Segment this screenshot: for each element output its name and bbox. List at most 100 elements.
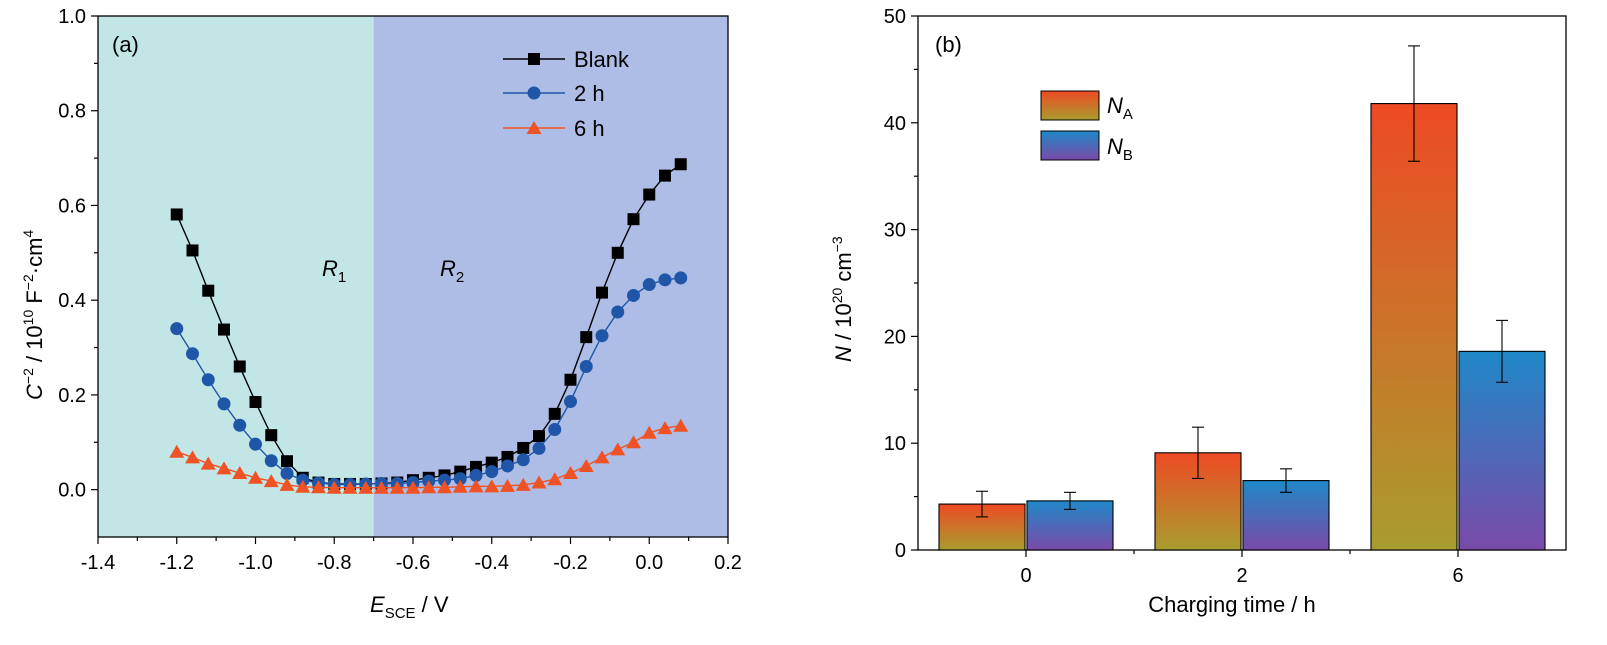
data-point bbox=[501, 459, 514, 473]
data-point bbox=[265, 429, 278, 442]
svg-text:NB: NB bbox=[1107, 134, 1133, 164]
chart-b: 0 10 20 30 40 50 0 2 6 (b) NA NB Charging time … bbox=[829, 6, 1567, 617]
x-tick-label-a: 0.0 bbox=[635, 552, 663, 574]
y-tick-label-b: 40 bbox=[884, 113, 906, 135]
y-axis-label-a: C−2 / 1010 F−2·cm4 bbox=[20, 230, 47, 400]
x-axis-label-b: Charging time / h bbox=[1148, 592, 1316, 617]
data-point bbox=[326, 480, 342, 494]
data-point bbox=[280, 467, 294, 481]
y-tick-label-b: 20 bbox=[884, 326, 906, 348]
data-point bbox=[438, 473, 451, 487]
legend-item-blank: Blank bbox=[503, 47, 630, 72]
data-point bbox=[659, 169, 671, 182]
data-point bbox=[264, 454, 278, 468]
data-point bbox=[249, 396, 262, 409]
data-point bbox=[642, 278, 656, 292]
data-point bbox=[548, 407, 561, 420]
region-label-r2: R2 bbox=[440, 256, 464, 286]
data-point bbox=[217, 397, 231, 411]
y-tick-label-a: 0.2 bbox=[58, 385, 86, 407]
data-point bbox=[200, 456, 216, 470]
data-point bbox=[452, 479, 468, 493]
data-point bbox=[186, 244, 199, 257]
region-1 bbox=[98, 16, 374, 537]
data-point bbox=[248, 470, 263, 484]
x-tick-label-a: -0.4 bbox=[475, 552, 509, 574]
data-point bbox=[232, 466, 248, 480]
data-point bbox=[485, 456, 498, 469]
data-point bbox=[564, 395, 577, 409]
legend-item-na: NA bbox=[1040, 90, 1133, 123]
data-point bbox=[611, 246, 624, 259]
data-point bbox=[548, 422, 562, 436]
data-point bbox=[295, 479, 311, 493]
data-point bbox=[627, 213, 640, 226]
data-point bbox=[674, 271, 688, 285]
data-point bbox=[437, 480, 452, 494]
x-tick-label-b: 0 bbox=[1020, 565, 1031, 587]
data-point bbox=[279, 477, 295, 491]
data-point bbox=[485, 465, 499, 479]
data-point bbox=[517, 441, 530, 454]
data-point bbox=[501, 450, 514, 463]
region-label-r1: R1 bbox=[322, 256, 346, 286]
y-axis-label-b: N / 1020 cm−3 bbox=[829, 236, 856, 362]
x-axis-label-a: ESCE / V bbox=[370, 592, 449, 622]
data-point bbox=[358, 480, 374, 494]
data-point bbox=[169, 444, 185, 458]
data-point bbox=[374, 480, 389, 494]
data-point bbox=[484, 479, 500, 493]
x-tick-label-b: 6 bbox=[1452, 565, 1463, 587]
x-tick-label-a: -0.8 bbox=[317, 552, 351, 574]
data-point bbox=[564, 373, 577, 386]
data-point bbox=[578, 458, 594, 472]
data-point bbox=[233, 418, 247, 432]
data-point bbox=[610, 442, 626, 456]
bar bbox=[1458, 350, 1546, 551]
data-point bbox=[626, 435, 641, 449]
legend-item-2h: 2 h bbox=[503, 81, 605, 106]
plot-frame-a bbox=[97, 15, 729, 538]
data-point bbox=[627, 288, 640, 302]
y-tick-label-a: 0.0 bbox=[58, 480, 86, 502]
series-6h bbox=[169, 418, 689, 494]
data-point bbox=[674, 158, 687, 171]
y-tick-label-b: 30 bbox=[884, 220, 906, 242]
chart-a: -1.4 -1.2 -1.0 -0.8 -0.6 -0.4 -0.2 0.0 0.2 0.0 0.… bbox=[20, 6, 742, 622]
legend-item-nb: NB bbox=[1040, 130, 1133, 164]
data-point bbox=[580, 331, 593, 344]
y-tick-label-b: 0 bbox=[895, 540, 906, 562]
x-tick-label-a: -0.6 bbox=[396, 552, 430, 574]
data-point bbox=[533, 430, 545, 443]
data-point bbox=[342, 480, 358, 494]
bar bbox=[1370, 103, 1458, 551]
data-point bbox=[641, 425, 657, 439]
x-tick-label-a: -0.2 bbox=[553, 552, 587, 574]
data-point bbox=[170, 208, 183, 221]
data-point bbox=[201, 373, 215, 387]
data-point bbox=[453, 472, 467, 486]
data-point bbox=[595, 329, 609, 343]
y-tick-label-a: 0.8 bbox=[58, 101, 86, 123]
data-point bbox=[532, 441, 546, 455]
data-point bbox=[579, 359, 593, 373]
x-tick-label-a: -1.4 bbox=[81, 552, 115, 574]
data-point bbox=[233, 360, 246, 373]
data-point bbox=[531, 475, 547, 489]
svg-text:6 h: 6 h bbox=[574, 116, 605, 141]
data-point bbox=[468, 479, 484, 493]
data-point bbox=[657, 421, 673, 435]
data-point bbox=[516, 453, 530, 467]
y-tick-label-a: 1.0 bbox=[58, 6, 86, 28]
data-point bbox=[563, 466, 578, 480]
data-point bbox=[218, 323, 230, 336]
data-point bbox=[202, 284, 215, 297]
x-tick-label-a: 0.2 bbox=[714, 552, 742, 574]
data-point bbox=[216, 461, 232, 475]
x-tick-label-a: -1.0 bbox=[238, 552, 272, 574]
x-tick-label-a: -1.2 bbox=[160, 552, 194, 574]
data-point bbox=[186, 347, 199, 361]
data-point bbox=[185, 450, 200, 464]
data-point bbox=[658, 273, 672, 287]
